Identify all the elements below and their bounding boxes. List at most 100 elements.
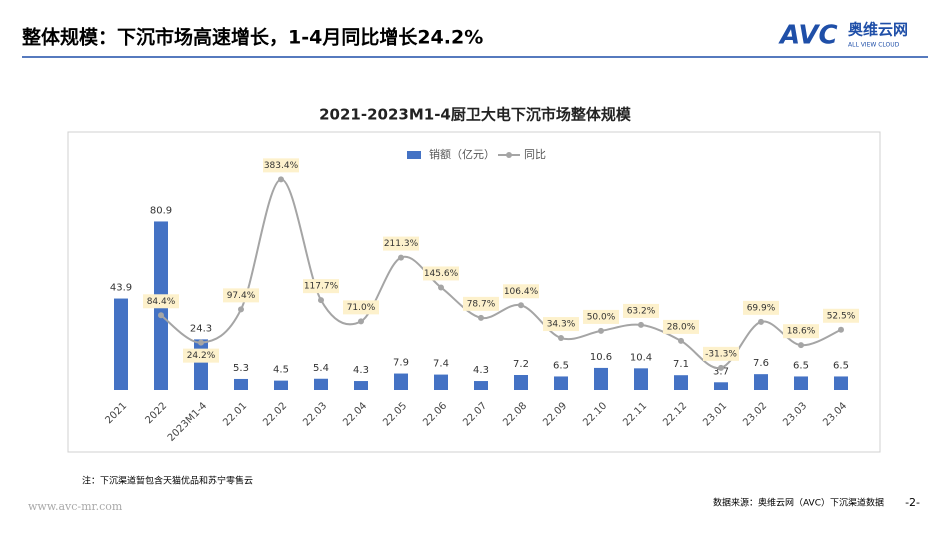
label-box [543,317,579,332]
label-box [263,158,299,173]
yoy-value-label: 145.6% [424,269,459,279]
source: 数据来源：奥维云网（AVC）下沉渠道数据 [713,497,884,509]
yoy-value-label: -31.3% [705,349,737,359]
chart-title: 2021-2023M1-4厨卫大电下沉市场整体规模 [319,106,632,124]
bar [114,298,128,390]
yoy-marker [678,337,684,344]
yoy-value-label: 18.6% [787,327,816,337]
yoy-marker [758,318,764,325]
x-tick-label: 23.02 [741,400,769,428]
yoy-marker [358,318,364,325]
label-box [583,309,619,324]
yoy-marker [478,314,484,321]
bar [794,376,808,390]
bar-value-label: 10.4 [630,352,652,363]
bar [674,375,688,390]
bar-value-label: 5.3 [233,363,249,374]
yoy-value-label: 34.3% [547,320,576,330]
bar [754,374,768,390]
legend-label: 销额（亿元） [429,147,495,161]
x-tick-label: 23.03 [781,400,809,428]
x-tick-label: 2023M1-4 [166,400,209,443]
bar-value-label: 24.3 [190,323,212,334]
yoy-marker [598,327,604,334]
x-tick-label: 22.09 [541,400,569,428]
yoy-marker [318,297,324,304]
yoy-value-label: 24.2% [187,351,216,361]
bar [514,375,528,390]
x-tick-label: 2021 [103,400,129,426]
yoy-value-label: 84.4% [147,297,176,307]
chart-frame [67,131,881,453]
yoy-value-label: 52.5% [827,311,856,321]
yoy-marker [278,176,284,183]
yoy-value-label: 78.7% [467,299,496,309]
logo: AVC [778,21,838,51]
yoy-value-label: 63.2% [627,306,656,316]
yoy-marker [158,312,164,319]
legend-label: 同比 [524,148,546,161]
x-tick-label: 22.07 [461,400,489,428]
page-number: -2- [905,496,920,509]
label-box [183,348,219,363]
yoy-marker [518,302,524,309]
bar-value-label: 4.3 [473,365,489,376]
yoy-marker [718,364,724,371]
x-tick-label: 22.12 [661,400,689,428]
yoy-marker [198,339,204,346]
bar [314,378,328,390]
label-box [143,294,179,309]
yoy-value-label: 117.7% [304,282,339,292]
label-box [823,308,859,323]
yoy-value-label: 28.0% [667,322,696,332]
yoy-marker [438,284,444,291]
yoy-line [160,178,842,369]
legend-swatch [407,151,421,159]
label-box [303,279,339,294]
x-tick-label: 22.06 [421,400,449,428]
bar [434,374,448,390]
slide-title: 整体规模：下沉市场高速增长，1-4月同比增长24.2% [22,26,483,49]
bar [594,367,608,390]
bar-value-label: 7.2 [513,359,529,370]
x-tick-label: 22.01 [221,400,249,428]
yoy-value-label: 97.4% [227,291,256,301]
x-tick-label: 22.05 [381,400,409,428]
bar-value-label: 3.7 [713,366,729,377]
x-tick-label: 22.10 [581,400,609,428]
bar [234,378,248,390]
brand: 奥维云网 [848,21,908,39]
bar [194,339,208,390]
x-tick-label: 2022 [143,400,169,426]
bar-value-label: 7.6 [753,358,769,369]
bar-value-label: 6.5 [553,360,569,371]
note: 注：下沉渠道暂包含天猫优品和苏宁零售云 [82,475,253,487]
bar [834,376,848,390]
label-box [423,266,459,281]
x-tick-label: 22.11 [621,400,649,428]
bar [474,381,488,390]
label-box [223,288,259,303]
label-box [743,300,779,315]
x-tick-label: 22.02 [261,400,289,428]
bar-value-label: 7.1 [673,359,689,370]
bar-value-label: 10.6 [590,352,612,363]
label-box [703,346,739,361]
bar-value-label: 6.5 [833,360,849,371]
bar-value-label: 4.3 [353,365,369,376]
yoy-value-label: 383.4% [264,161,299,171]
bar-value-label: 43.9 [110,283,132,294]
bar [394,373,408,390]
legend-marker [506,152,512,158]
brand-en: ALL VIEW CLOUD [848,42,900,49]
bar [354,381,368,390]
x-tick-label: 22.04 [341,400,369,428]
bar [274,380,288,390]
bar-value-label: 7.4 [433,359,449,370]
yoy-marker [638,321,644,328]
bar [554,376,568,390]
yoy-marker [838,326,844,333]
bar-value-label: 4.5 [273,365,289,376]
yoy-value-label: 71.0% [347,303,376,313]
x-tick-label: 22.08 [501,400,529,428]
